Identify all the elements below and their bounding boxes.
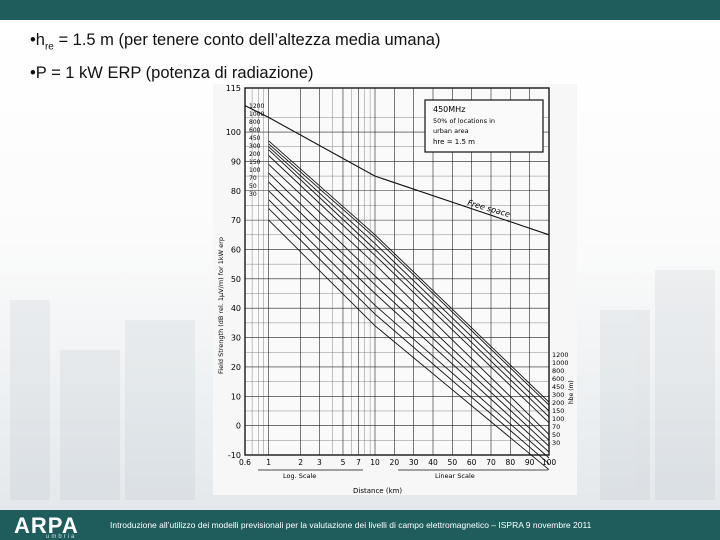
series-line-200 xyxy=(268,172,550,441)
right-height-label: 30 xyxy=(552,439,560,447)
series-line-600 xyxy=(268,149,550,418)
y-tick-label: 50 xyxy=(231,275,241,284)
y-tick-label: 70 xyxy=(231,216,241,225)
series-line-450 xyxy=(268,155,550,424)
left-height-label: 70 xyxy=(249,175,257,182)
x-axis-label: Distance (km) xyxy=(353,487,402,495)
left-height-label: 1200 xyxy=(249,103,264,110)
y-tick-label: 0 xyxy=(236,422,241,431)
series-line-free-space xyxy=(244,105,550,236)
right-height-label: 150 xyxy=(552,407,564,415)
x-tick-label: 0.6 xyxy=(239,458,251,467)
series-line-50 xyxy=(268,208,550,465)
right-height-label: 450 xyxy=(552,383,564,391)
y-tick-label: 90 xyxy=(231,157,241,166)
left-height-label: 150 xyxy=(249,159,261,166)
left-height-label: 800 xyxy=(249,119,261,126)
series-line-150 xyxy=(268,181,550,447)
left-height-label: 100 xyxy=(249,167,261,174)
right-height-label: 70 xyxy=(552,423,560,431)
right-height-label: 200 xyxy=(552,399,564,407)
series-line-1200 xyxy=(268,140,550,403)
log-scale-label: Log. Scale xyxy=(283,472,316,480)
hb-label-right: hbe (m) xyxy=(568,380,575,404)
y-tick-label: 100 xyxy=(226,128,241,137)
x-tick-label: 20 xyxy=(390,458,400,467)
right-height-label: 800 xyxy=(552,367,564,375)
arpa-logo: ARPA xyxy=(14,513,79,538)
y-tick-label: 60 xyxy=(231,245,241,254)
left-height-label: 30 xyxy=(249,191,257,198)
y-tick-label: 30 xyxy=(231,334,241,343)
left-height-label: 450 xyxy=(249,135,261,142)
left-height-label: 300 xyxy=(249,143,261,150)
x-tick-label: 7 xyxy=(356,458,361,467)
x-tick-label: 10 xyxy=(370,458,380,467)
x-tick-label: 2 xyxy=(298,458,303,467)
top-bar xyxy=(0,0,720,20)
x-tick-label: 60 xyxy=(467,458,477,467)
bullet-power: •P = 1 kW ERP (potenza di radiazione) xyxy=(30,64,314,83)
bullet-height: •hre = 1.5 m (per tenere conto dell’alte… xyxy=(30,27,440,60)
chart-frame: 115 100 90 80 70 60 50 40 30 20 10 0 -10 0.6 1 2 3 5 7 10 20… xyxy=(213,84,577,495)
right-height-label: 600 xyxy=(552,375,564,383)
background-decoration xyxy=(10,270,715,500)
footer-bar: ARPA umbria Introduzione all’utilizzo de… xyxy=(0,510,720,540)
right-height-label: 300 xyxy=(552,391,564,399)
bullet-height-prefix: •h xyxy=(30,31,45,49)
series-line-800 xyxy=(268,146,550,412)
legend-line-4: hre = 1.5 m xyxy=(433,138,475,146)
y-tick-label: 10 xyxy=(231,392,241,401)
left-height-label: 1000 xyxy=(249,111,264,118)
legend-box: 450MHz 50% of locations in urban area hr… xyxy=(424,99,544,153)
series-line-100 xyxy=(268,190,550,453)
left-height-label: 200 xyxy=(249,151,261,158)
footer-caption: Introduzione all’utilizzo dei modelli pr… xyxy=(110,520,592,530)
x-tick-label: 70 xyxy=(486,458,496,467)
bullet-height-subscript: re xyxy=(44,41,54,53)
y-tick-label: 20 xyxy=(231,363,241,372)
y-axis-label: Field Strength (dB rel. 1µV/m) for 1kW e… xyxy=(217,237,225,374)
series-line-300 xyxy=(268,163,550,435)
y-tick-label: 40 xyxy=(231,304,241,313)
y-tick-label: 80 xyxy=(231,187,241,196)
x-tick-label: 40 xyxy=(428,458,438,467)
legend-line-2: 50% of locations in xyxy=(433,117,495,125)
left-height-label: 600 xyxy=(249,127,261,134)
series-line-1000 xyxy=(268,143,550,406)
left-height-label: 50 xyxy=(249,183,257,190)
right-height-label: 50 xyxy=(552,431,560,439)
x-tick-label: 1 xyxy=(266,458,271,467)
x-tick-label: 50 xyxy=(448,458,458,467)
x-tick-label: 5 xyxy=(341,458,346,467)
right-height-label: 100 xyxy=(552,415,564,423)
y-tick-label: -10 xyxy=(228,451,241,460)
bullet-height-text: = 1.5 m (per tenere conto dell’altezza m… xyxy=(53,31,441,49)
series-line-70 xyxy=(268,199,550,459)
x-tick-label: 80 xyxy=(506,458,516,467)
linear-scale-label: Linear Scale xyxy=(435,472,475,480)
legend-line-3: urban area xyxy=(433,127,469,135)
y-tick-label: 115 xyxy=(226,84,241,93)
x-tick-label: 100 xyxy=(542,458,557,467)
x-tick-label: 3 xyxy=(317,458,322,467)
arpa-logo-subtitle: umbria xyxy=(46,534,77,540)
x-tick-label: 90 xyxy=(525,458,535,467)
right-height-label: 1200 xyxy=(552,351,569,359)
right-height-label: 1000 xyxy=(552,359,569,367)
x-tick-label: 30 xyxy=(409,458,419,467)
bullet-list: •hre = 1.5 m (per tenere conto dell’alte… xyxy=(30,27,440,86)
series-line-30 xyxy=(268,219,550,471)
legend-line-1: 450MHz xyxy=(433,105,465,114)
